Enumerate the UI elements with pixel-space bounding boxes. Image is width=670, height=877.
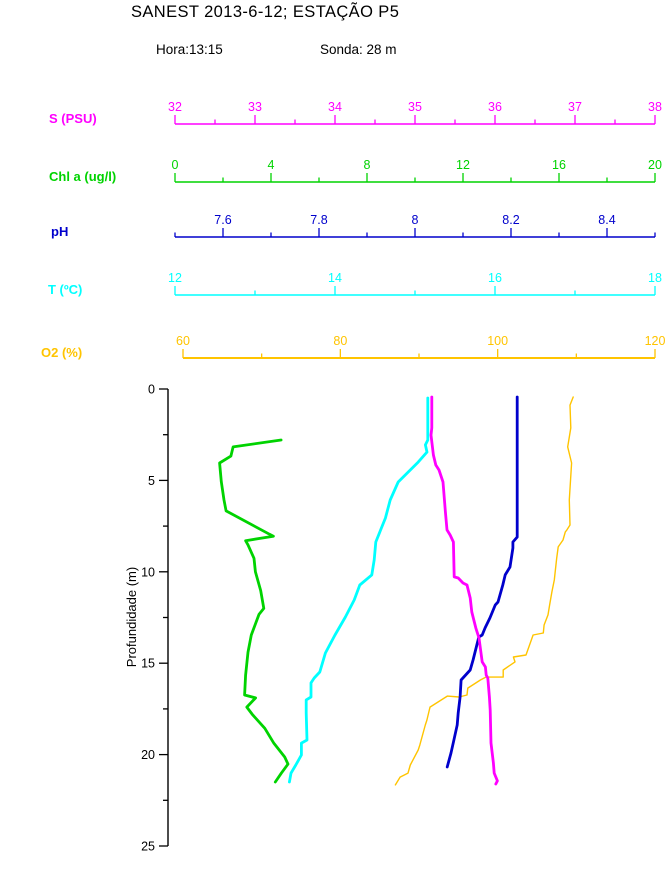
hora-label: Hora:13:15 bbox=[156, 42, 223, 57]
chl-tick-label: 20 bbox=[648, 158, 662, 172]
s-axis-title: S (PSU) bbox=[49, 111, 97, 126]
t-tick-label: 16 bbox=[488, 271, 502, 285]
y-axis-tick-label: 0 bbox=[148, 383, 155, 397]
s-tick-label: 38 bbox=[648, 100, 662, 114]
y-axis-title: Profundidade (m) bbox=[124, 567, 139, 667]
series-line-chl bbox=[218, 438, 290, 784]
ph-tick-label: 7.8 bbox=[310, 213, 327, 227]
y-axis-tick-label: 10 bbox=[141, 565, 155, 579]
y-axis-tick-label: 5 bbox=[148, 474, 155, 488]
o2-tick-label: 80 bbox=[333, 334, 347, 348]
o2-tick-label: 120 bbox=[645, 334, 666, 348]
y-axis-tick-label: 20 bbox=[141, 748, 155, 762]
s-tick-label: 32 bbox=[168, 100, 182, 114]
sonda-label: Sonda: 28 m bbox=[320, 42, 397, 57]
chl-tick-label: 16 bbox=[552, 158, 566, 172]
series-line-ph bbox=[445, 395, 519, 769]
t-tick-label: 14 bbox=[328, 271, 342, 285]
y-axis-tick-label: 15 bbox=[141, 657, 155, 671]
ph-tick-label: 8 bbox=[412, 213, 419, 227]
s-tick-label: 37 bbox=[568, 100, 582, 114]
chl-tick-label: 12 bbox=[456, 158, 470, 172]
o2-tick-label: 100 bbox=[487, 334, 508, 348]
o2-tick-label: 60 bbox=[176, 334, 190, 348]
chl-tick-label: 0 bbox=[172, 158, 179, 172]
y-axis-tick-label: 25 bbox=[141, 840, 155, 854]
series-line-t bbox=[287, 396, 430, 784]
ph-axis-title: pH bbox=[51, 224, 68, 239]
s-tick-label: 35 bbox=[408, 100, 422, 114]
chl-axis-title: Chl a (ug/l) bbox=[49, 169, 116, 184]
s-tick-label: 33 bbox=[248, 100, 262, 114]
series-line-o2 bbox=[394, 396, 574, 786]
series-line-s bbox=[429, 395, 499, 786]
ph-tick-label: 8.2 bbox=[502, 213, 519, 227]
s-tick-label: 34 bbox=[328, 100, 342, 114]
ph-tick-label: 8.4 bbox=[598, 213, 615, 227]
t-tick-label: 18 bbox=[648, 271, 662, 285]
t-tick-label: 12 bbox=[168, 271, 182, 285]
s-tick-label: 36 bbox=[488, 100, 502, 114]
t-axis-title: T (ºC) bbox=[48, 282, 82, 297]
o2-axis-title: O2 (%) bbox=[41, 345, 82, 360]
ph-tick-label: 7.6 bbox=[214, 213, 231, 227]
chl-tick-label: 8 bbox=[364, 158, 371, 172]
chl-tick-label: 4 bbox=[268, 158, 275, 172]
page-title: SANEST 2013-6-12; ESTAÇÃO P5 bbox=[131, 3, 400, 21]
